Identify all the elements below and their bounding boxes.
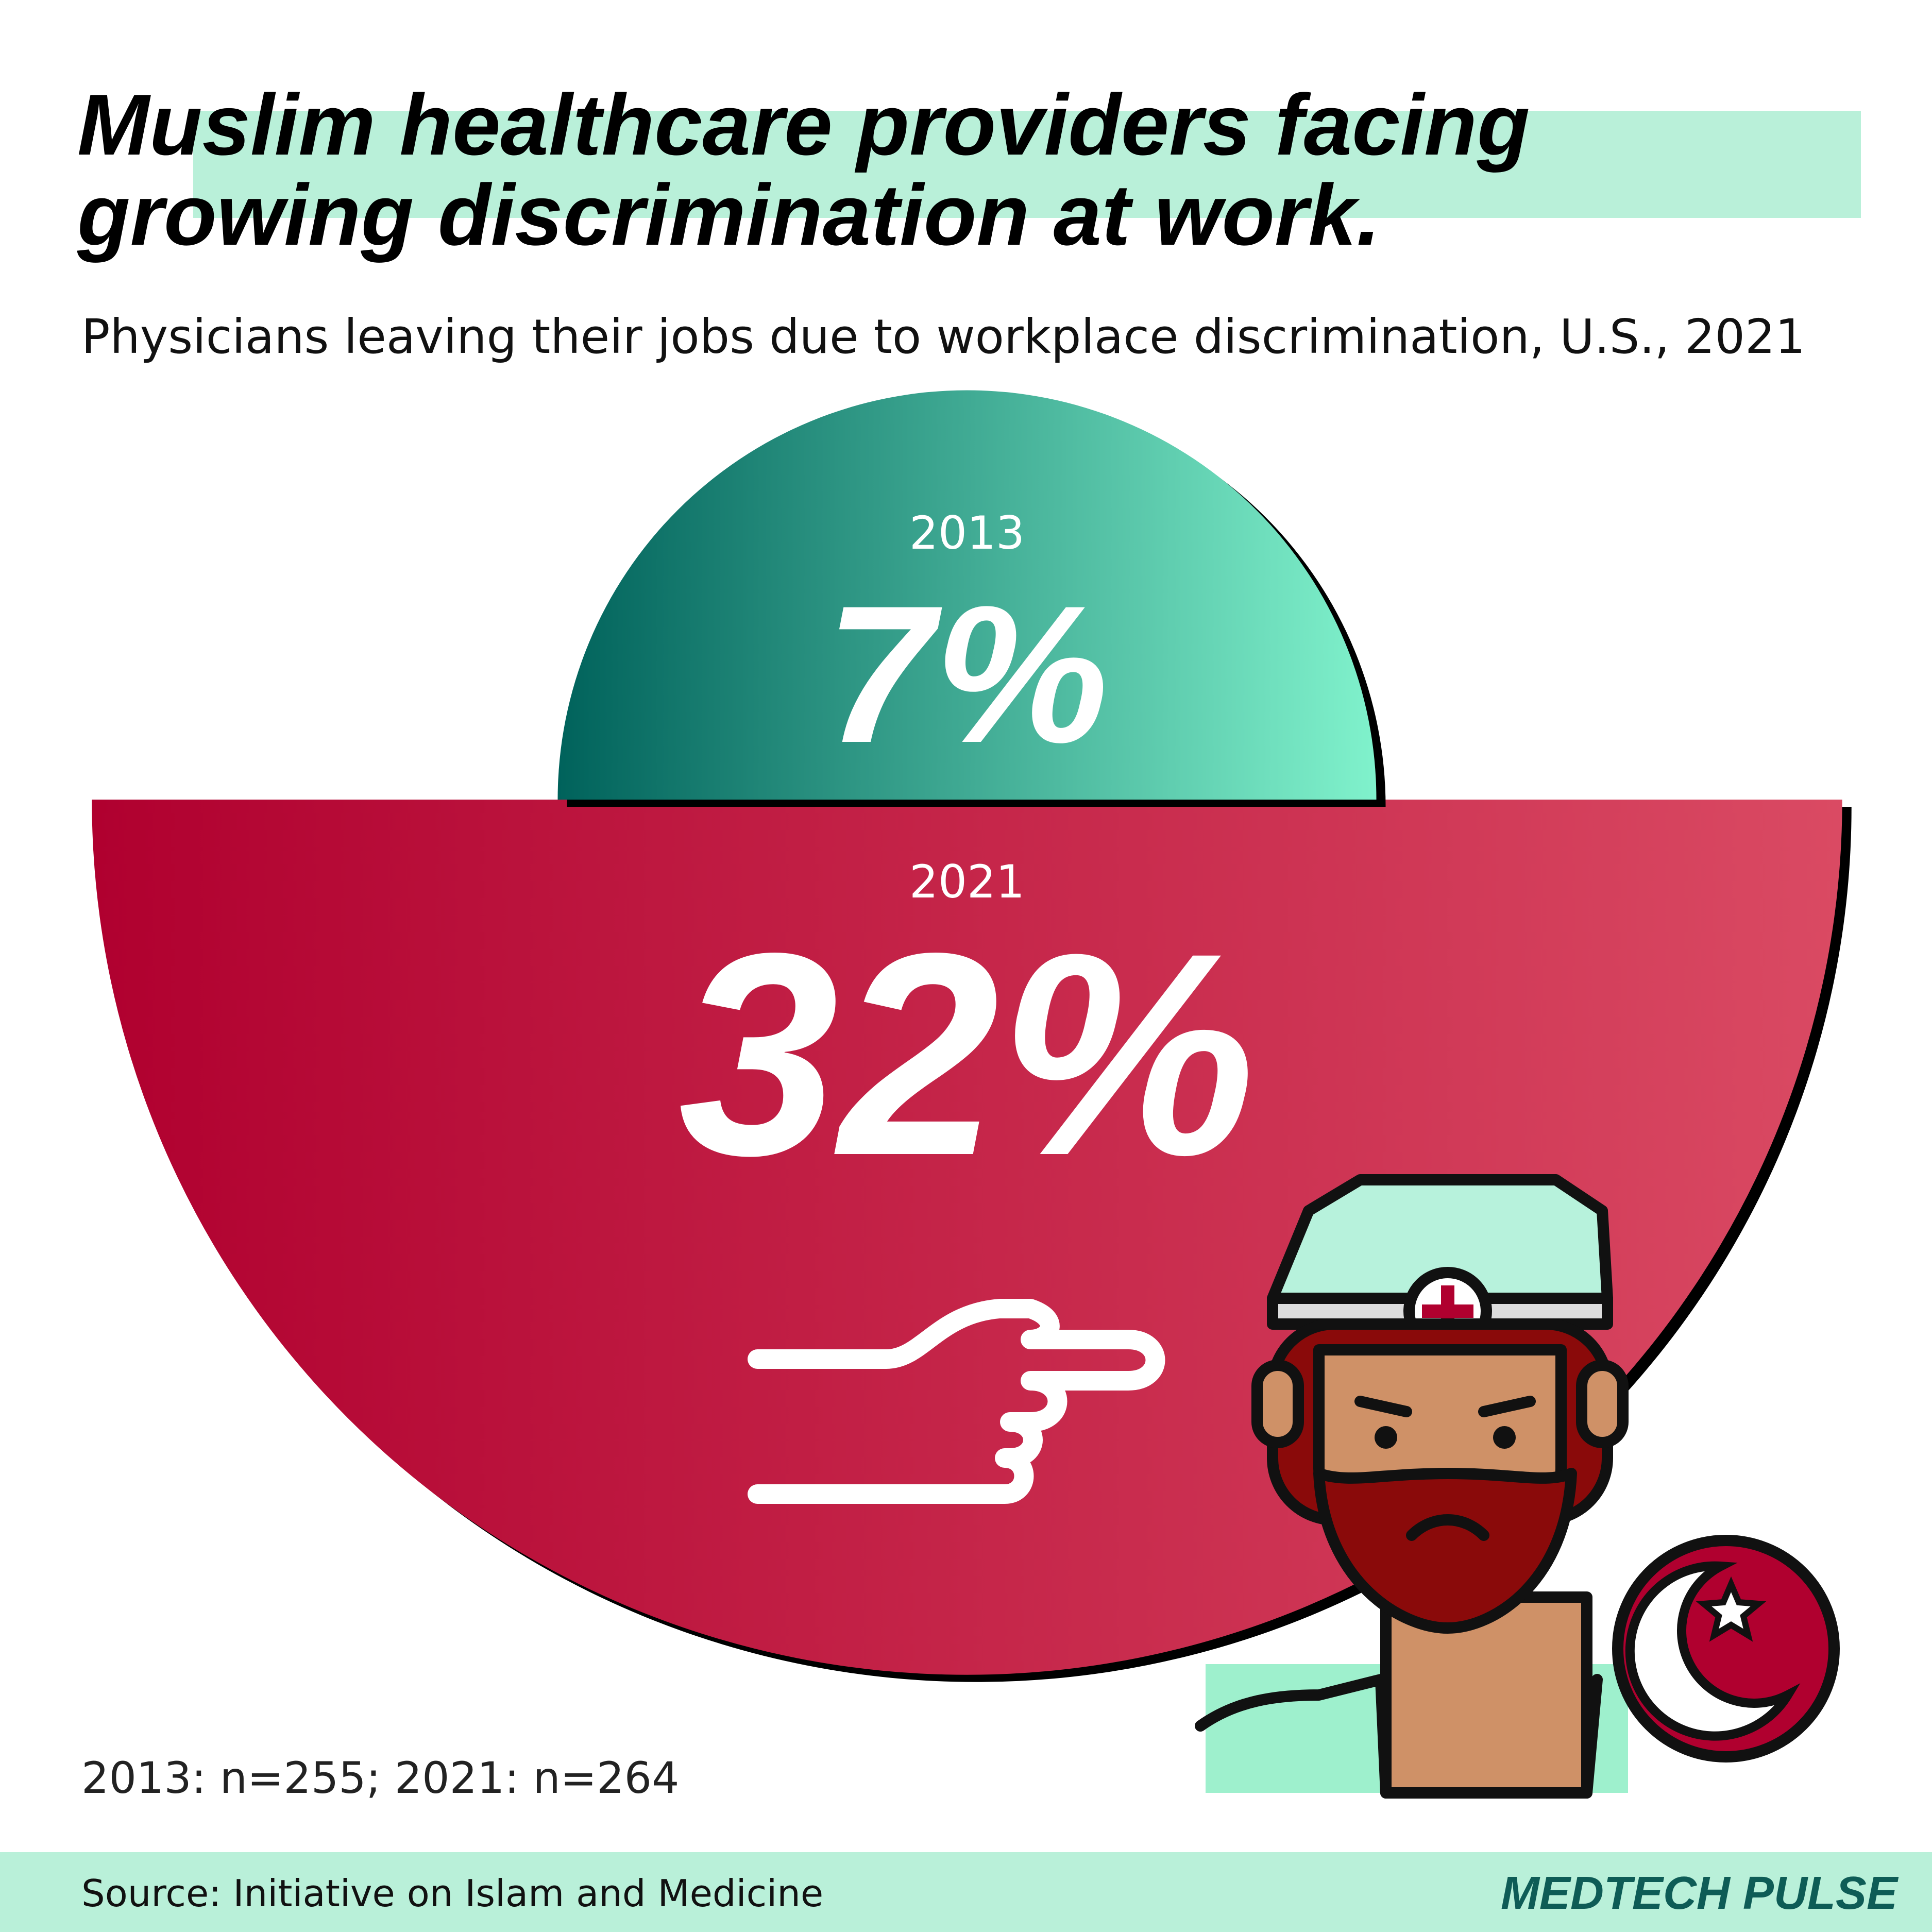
title-highlight <box>193 111 1861 218</box>
brand: MEDTECH PULSE <box>1501 1868 1899 1919</box>
sample-note: 2013: n=255; 2021: n=264 <box>81 1753 679 1803</box>
value-label: 7% <box>825 565 1108 784</box>
chart-title-line: growing discrimination at work. <box>77 166 1381 263</box>
chart-subtitle: Physicians leaving their jobs due to wor… <box>81 309 1805 364</box>
doctor-illustration <box>1195 1174 1840 1799</box>
value-label: 32% <box>679 893 1256 1215</box>
footer-band <box>0 1852 1932 1932</box>
source: Source: Initiative on Islam and Medicine <box>81 1872 823 1915</box>
category-label: 2021 <box>909 855 1025 908</box>
semicircle <box>557 390 1377 800</box>
hand-icon <box>748 1299 1165 1504</box>
category-label: 2013 <box>909 506 1025 560</box>
chart-title-line: Muslim healthcare providers facing <box>77 76 1530 173</box>
